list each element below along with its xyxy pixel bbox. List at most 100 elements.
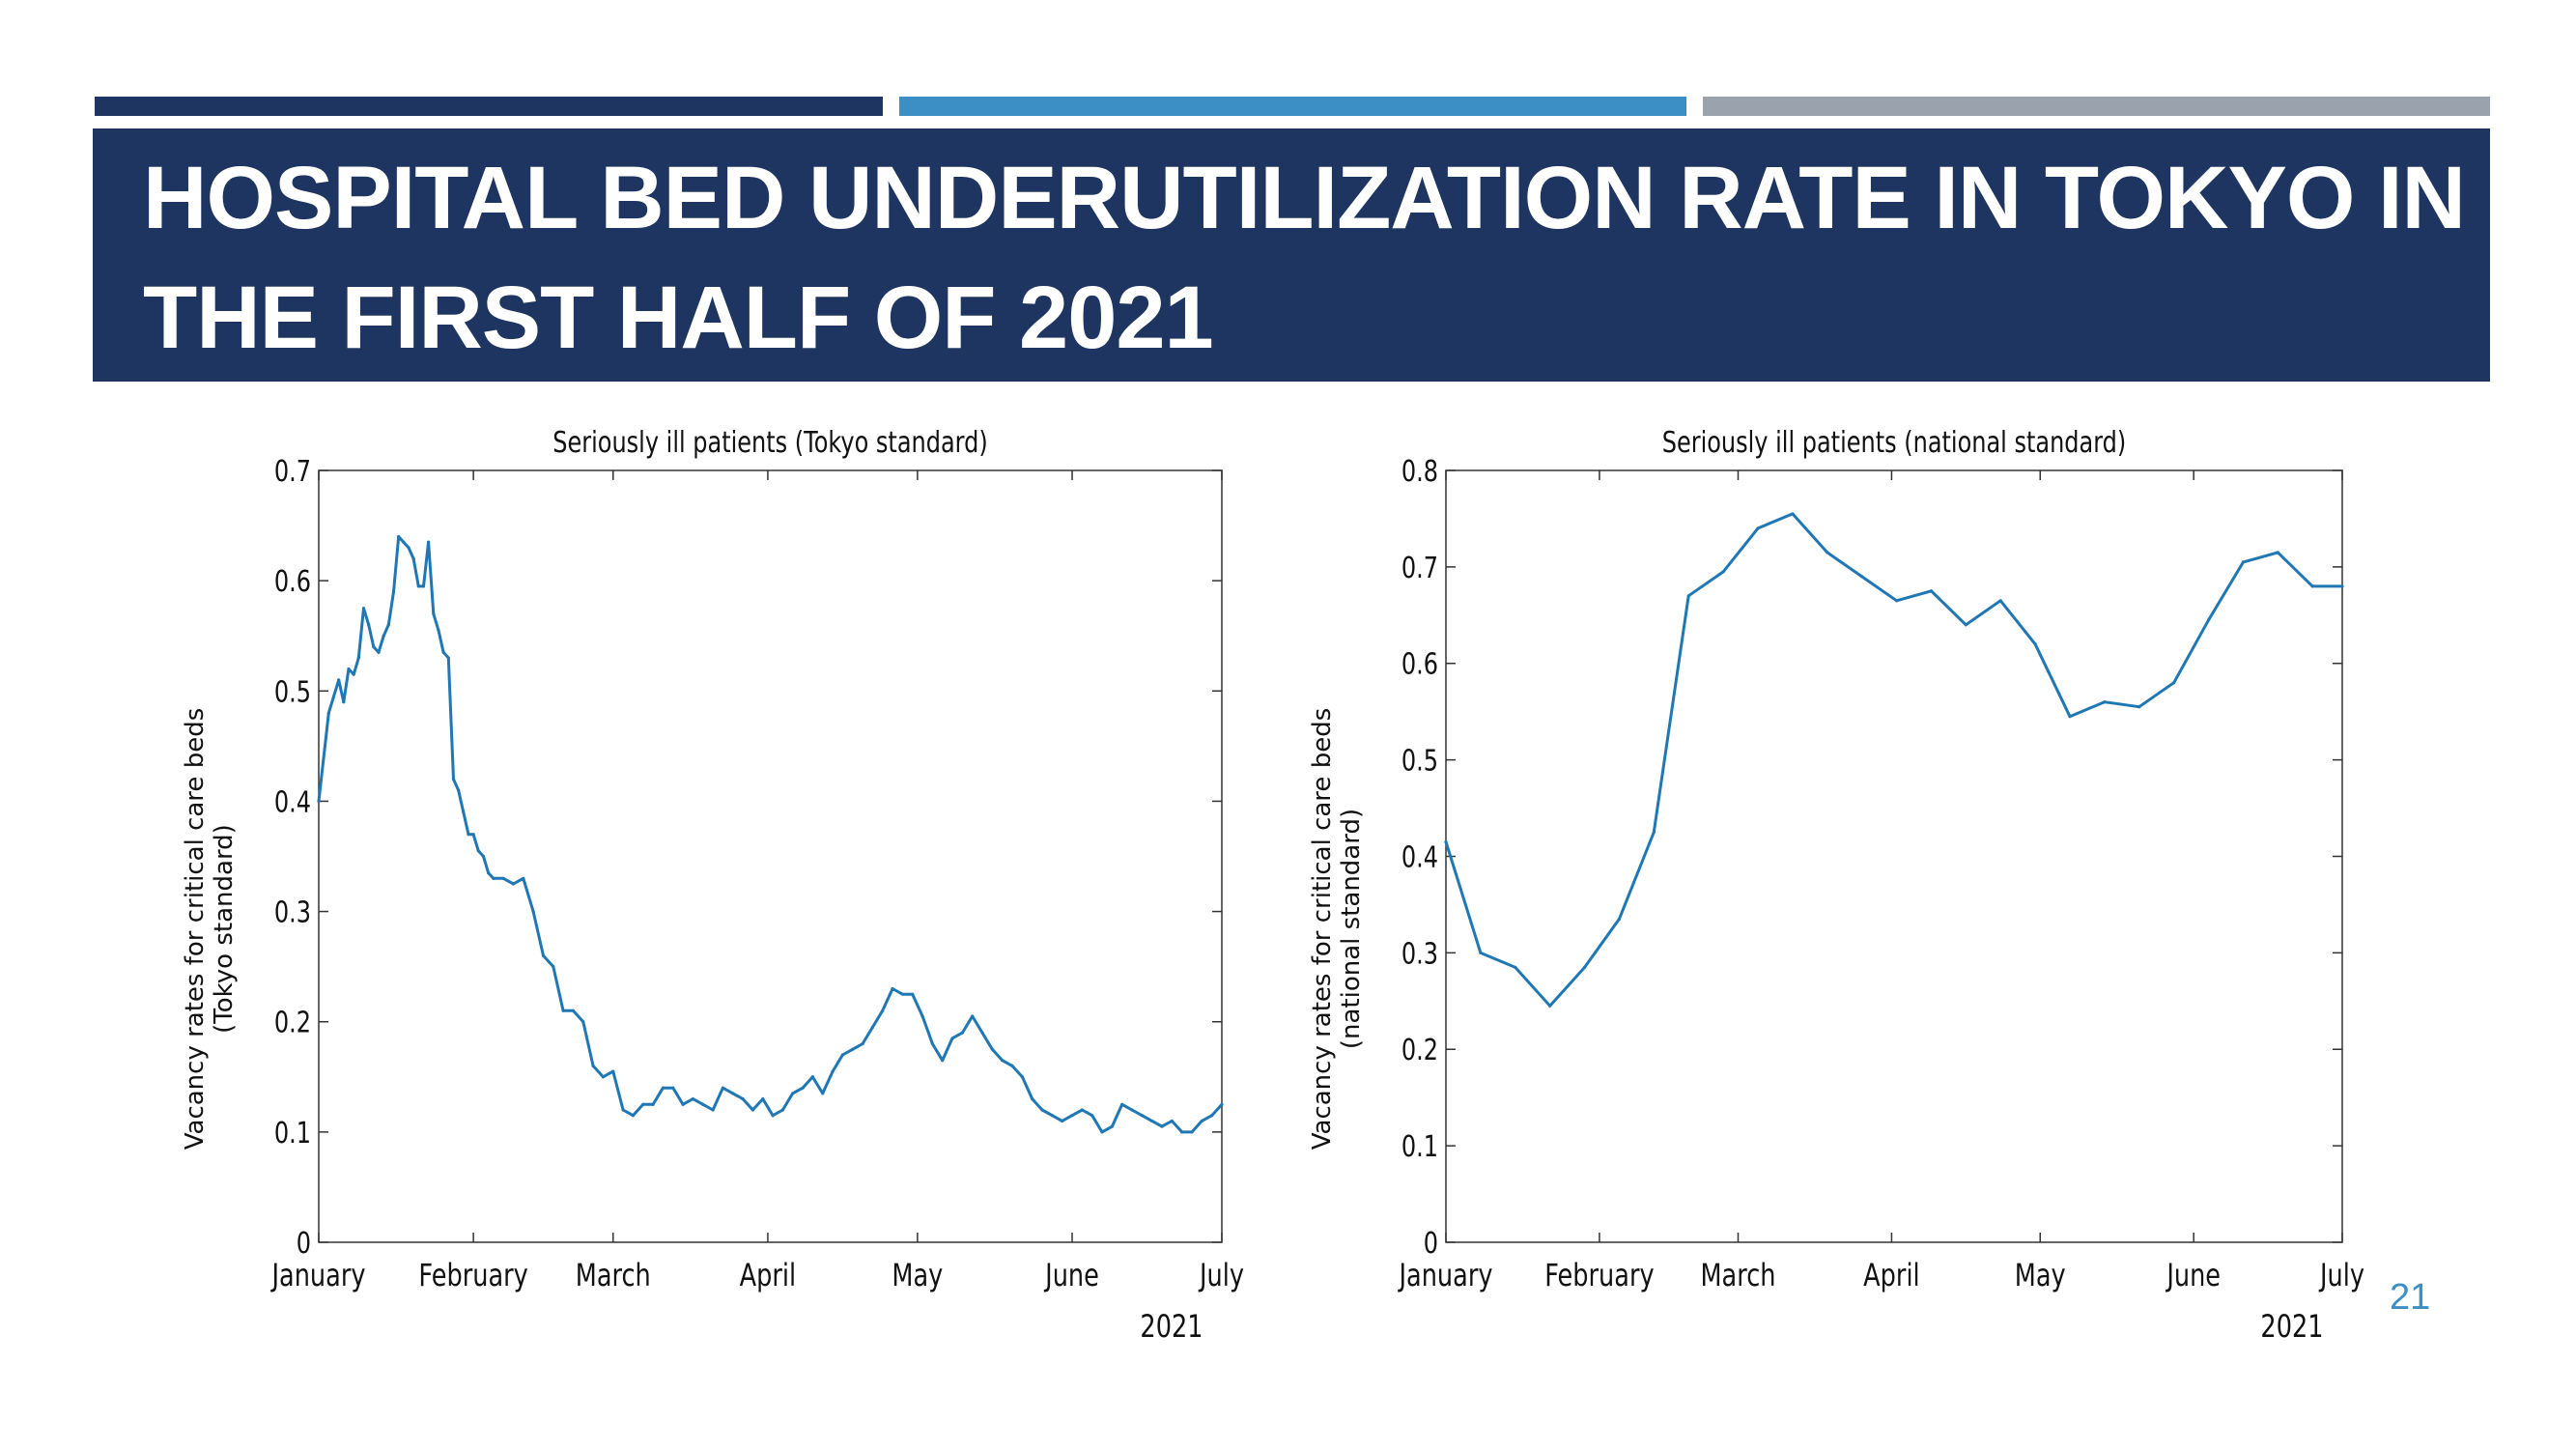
chart-national-standard: Seriously ill patients (national standar… (1308, 426, 2364, 1344)
data-point (2206, 618, 2211, 622)
data-point (2340, 584, 2344, 588)
y-tick-label: 0.7 (274, 455, 311, 488)
data-point (407, 546, 410, 550)
y-tick-label: 0.7 (1401, 552, 1438, 584)
chart-title: Seriously ill patients (national standar… (1662, 426, 2127, 459)
y-axis-label: Vacancy rates for critical care beds (181, 708, 210, 1151)
x-tick-label: June (2166, 1257, 2222, 1293)
data-point (347, 667, 351, 671)
data-point (1031, 1097, 1034, 1101)
x-tick-label: June (1043, 1257, 1099, 1293)
y-axis-label: (Tokyo standard) (210, 824, 239, 1034)
data-point (391, 589, 396, 594)
data-point (326, 711, 330, 715)
data-point (1964, 623, 1967, 627)
data-point (1220, 1102, 1224, 1106)
data-point (411, 556, 415, 560)
data-point (840, 1053, 845, 1057)
data-point (681, 1102, 685, 1106)
x-tick-label: April (1863, 1257, 1920, 1293)
y-tick-label: 0.6 (274, 566, 311, 599)
y-tick-label: 0.5 (1401, 745, 1438, 778)
data-point (511, 882, 516, 886)
data-point (960, 1031, 964, 1035)
data-point (317, 799, 321, 804)
data-point (1150, 1119, 1154, 1123)
data-point (980, 1031, 984, 1035)
data-point (821, 1092, 825, 1095)
data-point (561, 1009, 565, 1012)
plot-frame (318, 469, 1223, 1243)
data-point (1652, 830, 1656, 835)
data-point (671, 1086, 675, 1090)
data-point (950, 1037, 954, 1040)
data-point (2241, 560, 2246, 564)
data-point (721, 1086, 725, 1090)
data-point (801, 1086, 805, 1090)
data-point (1070, 1114, 1074, 1118)
data-point (1120, 1102, 1124, 1106)
data-point (881, 1009, 885, 1012)
data-point (471, 833, 475, 837)
x-tick-label: January (1398, 1257, 1493, 1293)
data-point (1826, 551, 1829, 554)
data-point (1100, 1130, 1104, 1134)
data-point (1080, 1108, 1084, 1112)
data-point (741, 1097, 745, 1101)
data-point (641, 1102, 645, 1106)
series-line (1444, 512, 2342, 1008)
data-point (1001, 1059, 1005, 1063)
data-point (1548, 1004, 1552, 1008)
data-point (372, 645, 376, 649)
data-point (971, 1014, 975, 1018)
y-tick-label: 0.1 (1401, 1131, 1438, 1164)
x-tick-label: February (418, 1257, 527, 1293)
data-point (711, 1108, 715, 1112)
data-point (397, 534, 401, 539)
data-point (437, 628, 440, 633)
data-point (2033, 642, 2037, 646)
data-point (941, 1059, 945, 1063)
data-point (462, 810, 466, 814)
x-tick-label: March (576, 1257, 651, 1293)
y-tick-label: 0.6 (1401, 648, 1438, 681)
y-axis-label: Vacancy rates for critical care beds (1308, 708, 1337, 1151)
y-axis-label: (national standard) (1337, 809, 1366, 1049)
data-point (930, 1041, 934, 1046)
data-point (1210, 1114, 1214, 1118)
data-point (2137, 705, 2141, 709)
data-point (831, 1069, 835, 1073)
data-point (861, 1041, 864, 1046)
data-point (1514, 965, 1517, 969)
data-point (911, 992, 915, 996)
data-point (1998, 599, 2002, 603)
data-point (541, 953, 546, 957)
data-point (1894, 599, 1899, 603)
data-point (750, 1108, 755, 1112)
data-point (1090, 1114, 1094, 1118)
data-point (1110, 1124, 1114, 1128)
data-point (1190, 1130, 1194, 1134)
data-point (416, 584, 420, 588)
data-point (1721, 570, 1725, 574)
data-point (1050, 1114, 1054, 1118)
data-point (1040, 1108, 1044, 1112)
data-point (427, 540, 431, 544)
data-point (382, 634, 385, 638)
data-point (1791, 512, 1795, 516)
data-point (476, 849, 480, 853)
data-point (920, 1014, 924, 1018)
data-point (771, 1114, 775, 1118)
title-banner: HOSPITAL BED UNDERUTILIZATION RATE IN TO… (93, 128, 2490, 382)
chart-tokyo-standard: Seriously ill patients (Tokyo standard) 0… (181, 426, 1244, 1344)
data-point (791, 1092, 795, 1095)
data-point (421, 584, 426, 588)
data-point (361, 607, 366, 611)
data-point (1756, 526, 1760, 530)
data-point (691, 1097, 695, 1101)
x-tick-label: April (740, 1257, 797, 1293)
accent-bar-blue (899, 97, 1686, 116)
data-point (851, 1047, 855, 1051)
data-point (581, 1020, 585, 1024)
data-point (661, 1086, 665, 1090)
